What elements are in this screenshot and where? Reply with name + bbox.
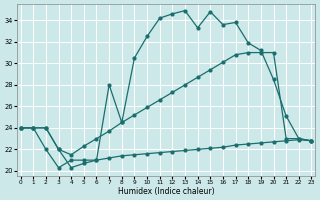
X-axis label: Humidex (Indice chaleur): Humidex (Indice chaleur) [118,187,214,196]
